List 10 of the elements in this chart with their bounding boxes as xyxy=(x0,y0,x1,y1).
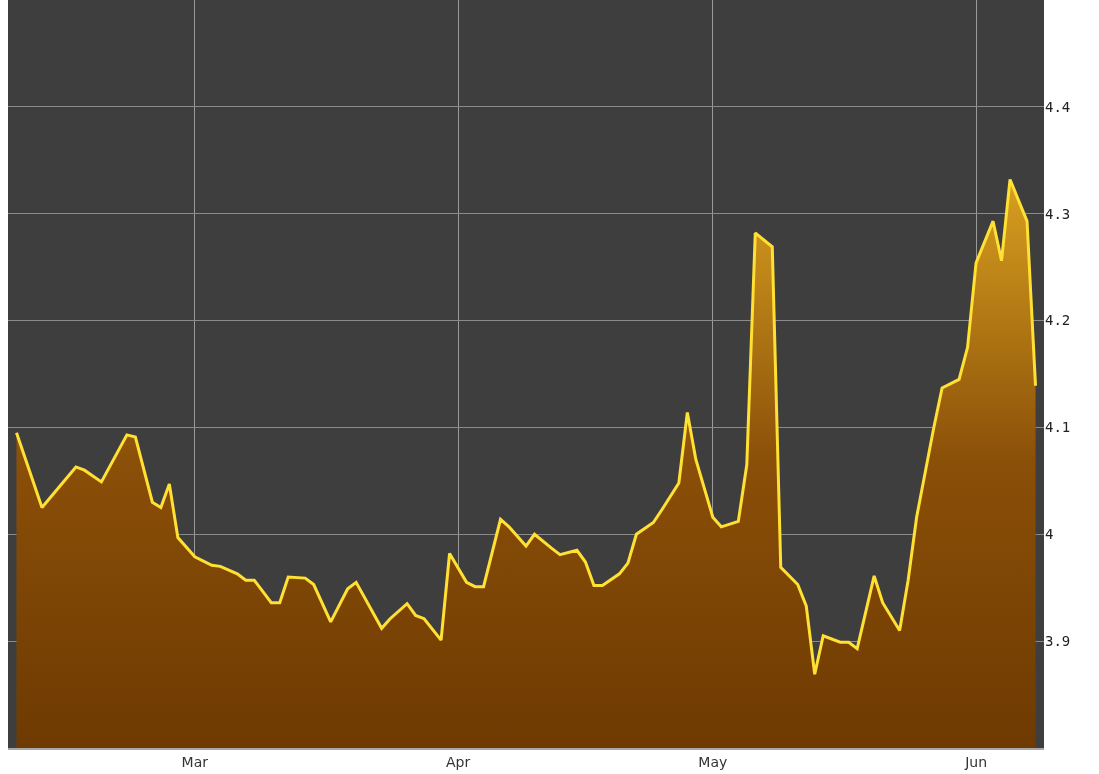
y-tick-label: 4.1 xyxy=(1045,419,1071,436)
y-tick-label: 4 xyxy=(1045,526,1054,543)
x-tick-label: Jun xyxy=(964,753,988,770)
x-tick-label: May xyxy=(698,753,728,770)
y-tick-label: 3.9 xyxy=(1045,633,1071,650)
y-tick-label: 4.3 xyxy=(1045,205,1071,222)
x-tick-label: Mar xyxy=(181,753,209,770)
x-tick-label: Apr xyxy=(445,753,471,770)
y-tick-label: 4.2 xyxy=(1045,312,1071,329)
y-tick-label: 4.4 xyxy=(1045,98,1071,115)
